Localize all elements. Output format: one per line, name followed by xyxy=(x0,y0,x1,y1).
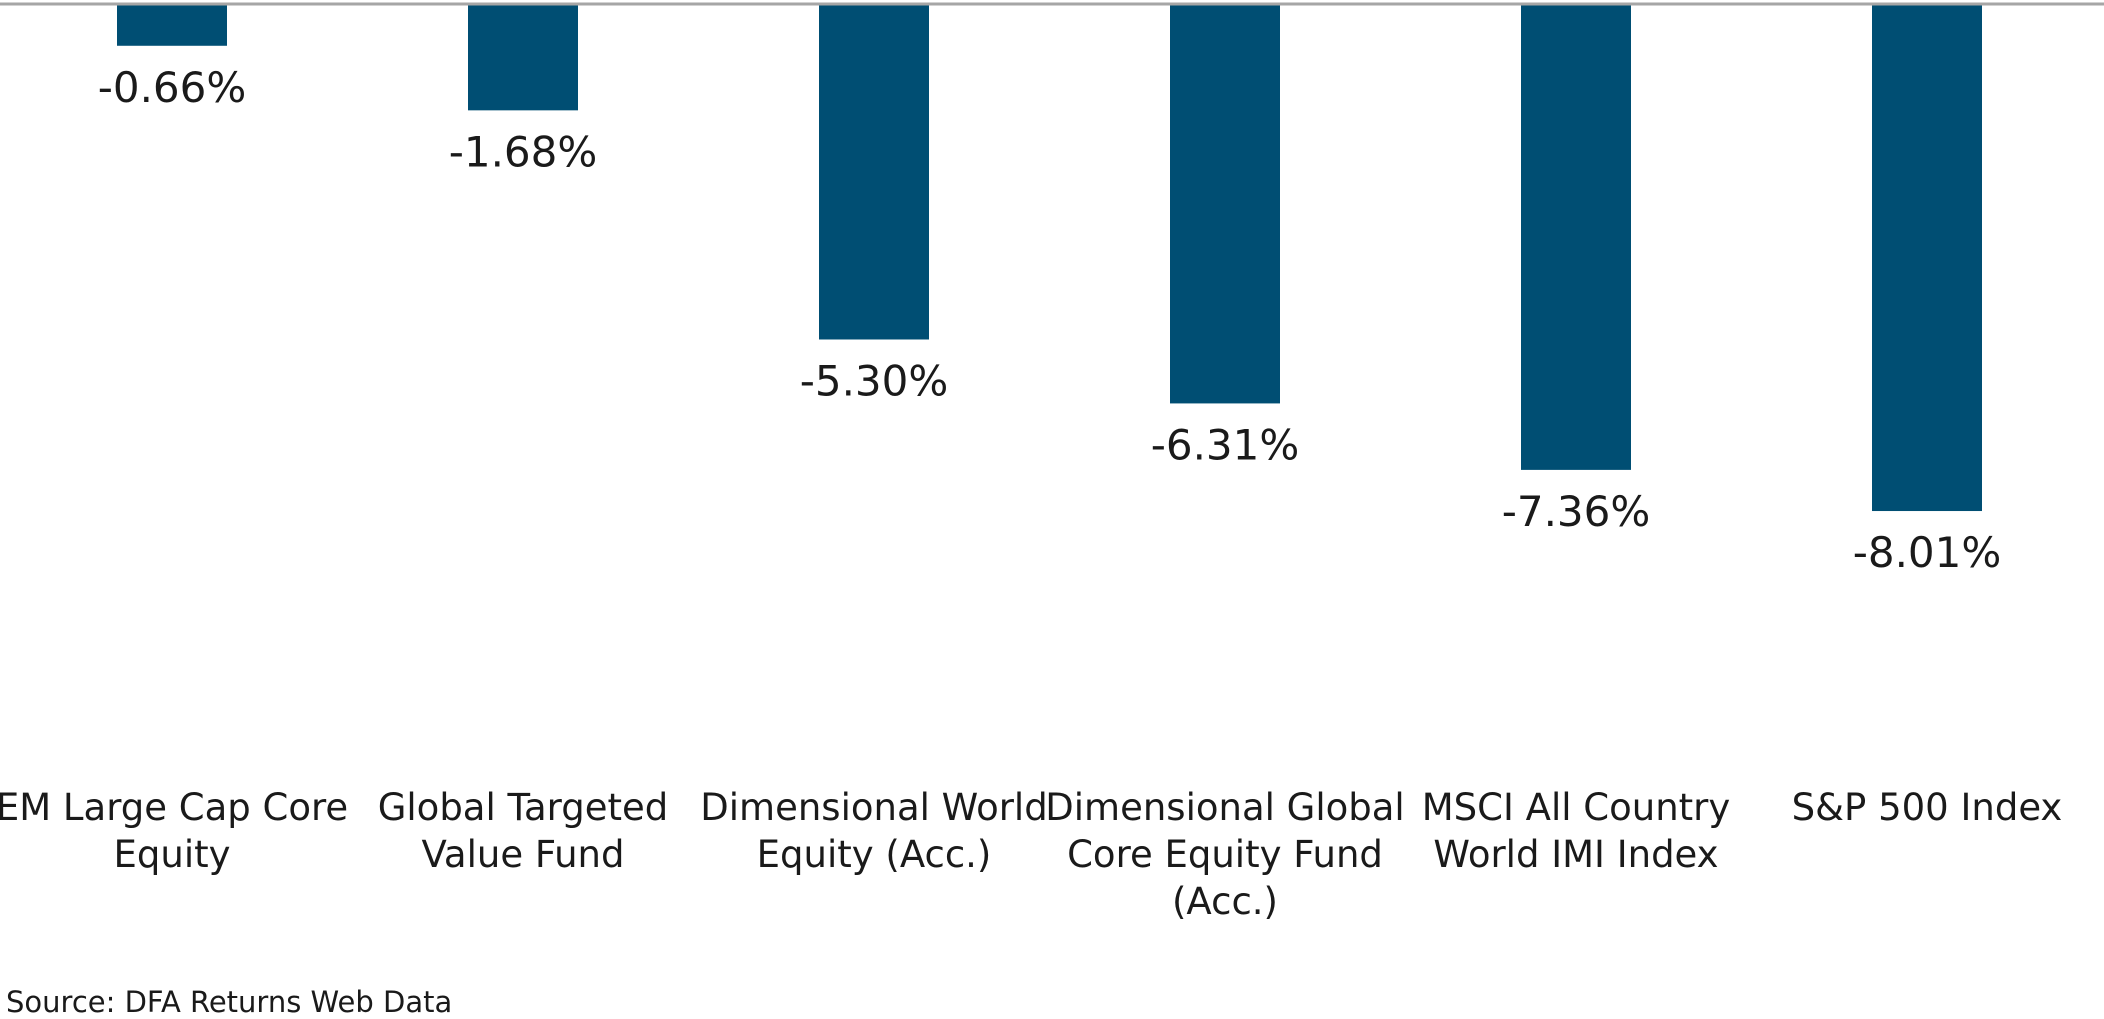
bar-2 xyxy=(468,4,578,111)
data-labels-layer: -0.66% -1.68% -5.30% -6.31% -7.36% -8.01% xyxy=(98,63,2002,577)
data-label-4: -6.31% xyxy=(1151,420,1300,469)
category-label-line: MSCI All Country xyxy=(1422,786,1731,829)
category-label-line: Dimensional Global xyxy=(1045,786,1404,829)
category-label-line: (Acc.) xyxy=(1172,880,1278,923)
data-label-5: -7.36% xyxy=(1502,487,1651,536)
data-label-6: -8.01% xyxy=(1853,528,2002,577)
category-label-5: MSCI All Country World IMI Index xyxy=(1422,786,1731,876)
category-label-line: EM Large Cap Core xyxy=(0,786,348,829)
category-label-1: EM Large Cap Core Equity xyxy=(0,786,348,876)
category-label-line: Equity xyxy=(114,833,231,876)
category-label-line: Dimensional World xyxy=(700,786,1047,829)
category-label-4: Dimensional Global Core Equity Fund (Acc.) xyxy=(1045,786,1404,923)
category-label-2: Global Targeted Value Fund xyxy=(378,786,669,876)
category-label-line: S&P 500 Index xyxy=(1792,786,2063,829)
category-label-line: Value Fund xyxy=(421,833,624,876)
category-label-line: Global Targeted xyxy=(378,786,669,829)
bar-6 xyxy=(1872,4,1982,512)
category-label-line: Core Equity Fund xyxy=(1067,833,1383,876)
bar-4 xyxy=(1170,4,1280,404)
bar-5 xyxy=(1521,4,1631,470)
category-label-6: S&P 500 Index xyxy=(1792,786,2063,829)
category-label-line: Equity (Acc.) xyxy=(757,833,992,876)
data-label-3: -5.30% xyxy=(800,356,949,405)
bar-3 xyxy=(819,4,929,340)
source-note: Source: DFA Returns Web Data xyxy=(6,985,453,1019)
category-label-line: World IMI Index xyxy=(1433,833,1718,876)
data-label-1: -0.66% xyxy=(98,63,247,112)
bar-1 xyxy=(117,4,227,46)
bars-layer xyxy=(117,4,1982,512)
category-labels-layer: EM Large Cap Core Equity Global Targeted Va… xyxy=(0,786,2062,923)
data-label-2: -1.68% xyxy=(449,127,598,176)
category-label-3: Dimensional World Equity (Acc.) xyxy=(700,786,1047,876)
